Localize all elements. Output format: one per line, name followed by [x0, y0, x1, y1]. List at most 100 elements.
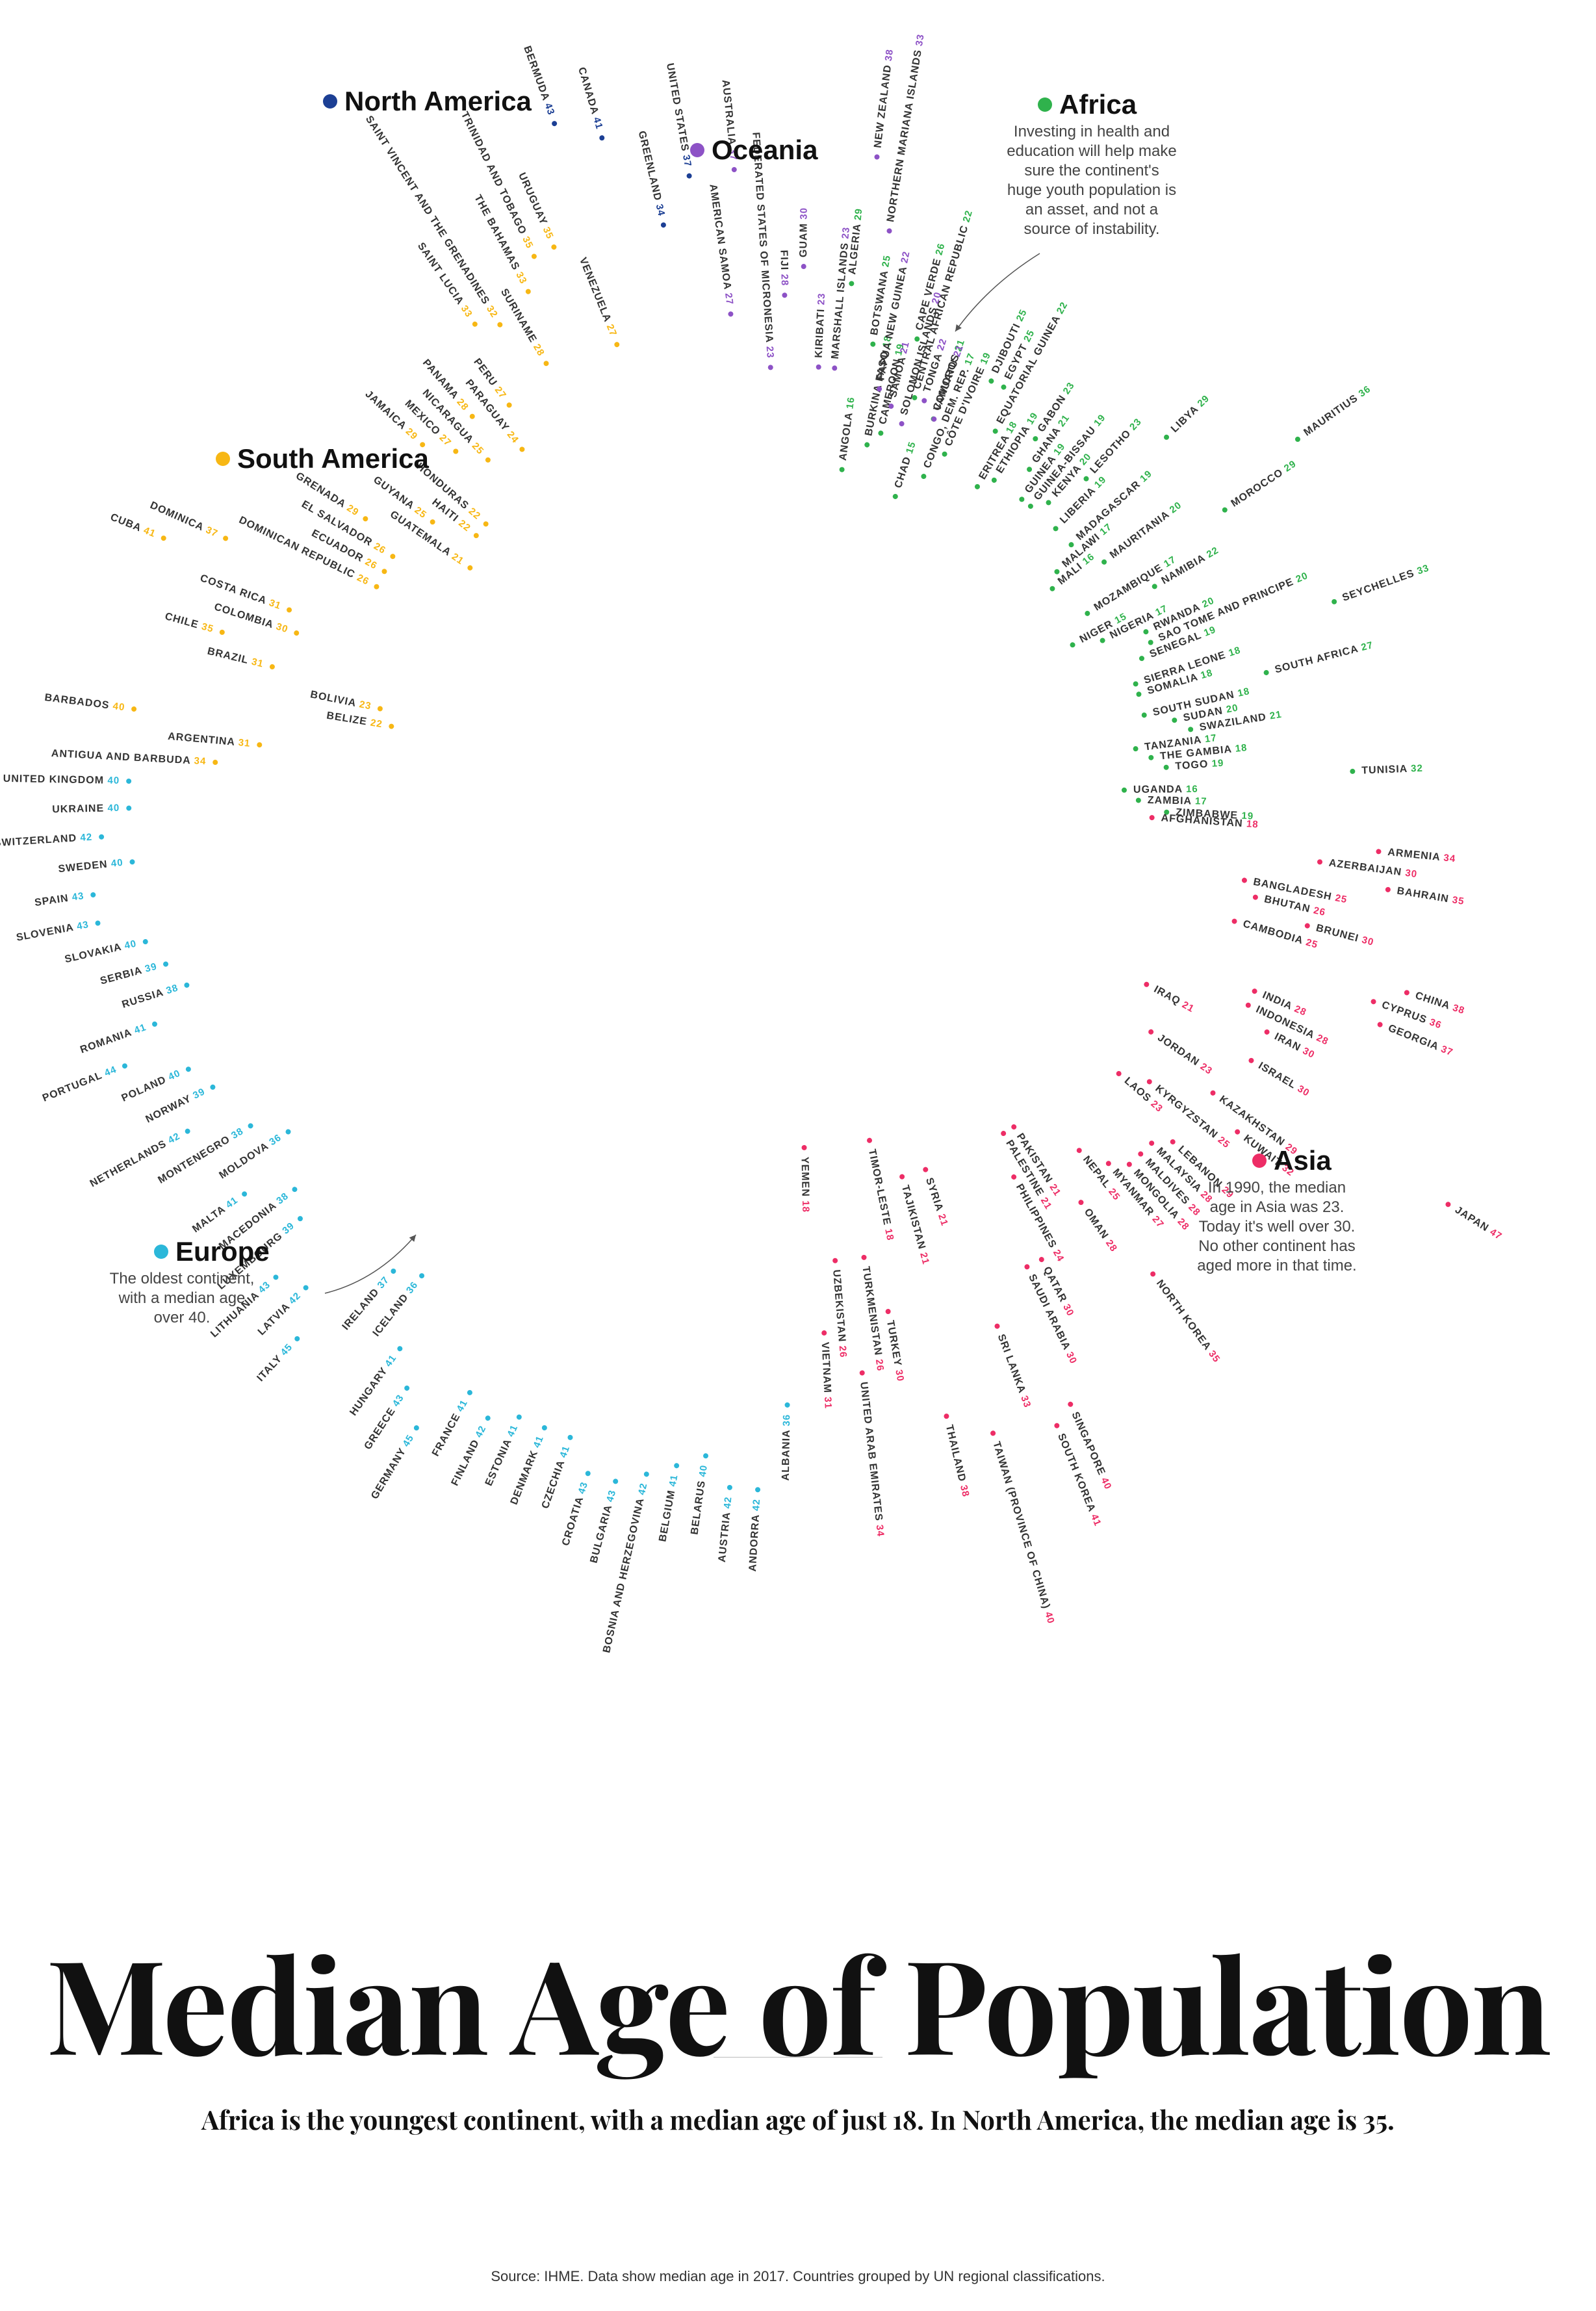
country-name: TAIWAN (PROVINCE OF CHINA) 40 [990, 1440, 1057, 1625]
continent-dot [1252, 1154, 1267, 1168]
country-value: 28 [1315, 1032, 1330, 1047]
country-name: SOUTH KOREA 41 [1055, 1432, 1103, 1528]
country-name: GREECE 43 [362, 1393, 406, 1452]
country-value: 25 [1022, 328, 1037, 344]
country-ray: UNITED KINGDOM 40 [3, 773, 701, 797]
country-value: 41 [142, 525, 157, 540]
country-ray: GERMANY 45 [369, 873, 753, 1501]
country-name: NEW ZEALAND 38 [872, 48, 895, 148]
country-value: 41 [531, 1434, 546, 1450]
country-value: 33 [1415, 562, 1430, 576]
annotation-line: Today it's well over 30. [1199, 1218, 1356, 1235]
country-value: 23 [1061, 380, 1077, 396]
country-value: 21 [918, 1251, 931, 1265]
country-value: 43 [256, 1279, 272, 1295]
country-name: CHAD 15 [893, 440, 919, 489]
country-value: 28 [1103, 1238, 1120, 1254]
country-value: 26 [1313, 905, 1327, 918]
country-value: 26 [933, 242, 947, 256]
country-name: BARBADOS 40 [44, 692, 126, 714]
country-ray: QATAR 30 [838, 877, 1076, 1319]
country-name: THAILAND 38 [944, 1424, 972, 1499]
country-value: 26 [355, 572, 371, 587]
country-value: 18 [800, 1200, 811, 1213]
country-name: MALTA 41 [190, 1194, 240, 1235]
country-ray: NETHERLANDS 42 [88, 835, 715, 1189]
country-value: 29 [1282, 458, 1298, 474]
country-value: 41 [505, 1423, 520, 1439]
country-name: MARSHALL ISLANDS 23 [830, 226, 853, 359]
country-name: BELGIUM 41 [657, 1473, 680, 1542]
country-name: VENEZUELA 27 [577, 256, 619, 338]
country-value: 29 [853, 207, 865, 220]
annotation-arrowhead [955, 324, 962, 331]
country-ray: FEDERATED STATES OF MICRONESIA 23 [750, 132, 797, 696]
country-value: 41 [383, 1352, 399, 1369]
country-name: LATVIA 42 [256, 1290, 303, 1337]
country-name: GEORGIA 37 [1387, 1022, 1455, 1058]
country-name: FRANCE 41 [430, 1398, 470, 1458]
country-value: 30 [798, 207, 809, 220]
country-name: BELARUS 40 [689, 1464, 710, 1536]
country-value: 41 [133, 1022, 148, 1036]
country-value: 20 [1168, 500, 1184, 516]
annotation-line: an asset, and not a [1025, 201, 1159, 218]
country-value: 16 [1186, 784, 1198, 795]
country-value: 19 [978, 350, 993, 366]
country-name: FEDERATED STATES OF MICRONESIA 23 [750, 132, 776, 359]
country-value: 37 [204, 524, 220, 539]
country-ray: EL SALVADOR 26 [300, 498, 717, 748]
country-value: 23 [816, 292, 827, 305]
country-value: 39 [191, 1086, 207, 1102]
country-value: 40 [110, 857, 123, 870]
source-line: Source: IHME. Data show median age in 20… [0, 2268, 1596, 2285]
country-value: 31 [250, 656, 264, 670]
annotation-line: No other continent has [1198, 1237, 1356, 1255]
country-ray: IRELAND 37 [340, 864, 739, 1332]
continent-title: Europe [175, 1236, 270, 1267]
country-value: 35 [1206, 1349, 1222, 1365]
country-value: 31 [238, 737, 251, 749]
country-name: SURINAME 28 [498, 287, 547, 358]
country-name: ITALY 45 [255, 1341, 295, 1384]
country-name: JAPAN 47 [1453, 1204, 1504, 1243]
country-name: IRAQ 21 [1152, 984, 1196, 1015]
country-value: 26 [363, 556, 379, 572]
country-value: 18 [1237, 686, 1251, 699]
country-value: 23 [1198, 1061, 1215, 1077]
country-name: NORWAY 39 [144, 1086, 207, 1125]
country-ray: NIGER 15 [881, 611, 1129, 751]
country-name: ANDORRA 42 [747, 1499, 763, 1572]
country-value: 33 [459, 303, 475, 320]
country-name: ALBANIA 36 [780, 1414, 792, 1481]
country-name: TAJIKISTAN 21 [899, 1184, 932, 1266]
country-value: 23 [764, 346, 776, 359]
country-value: 21 [450, 551, 466, 567]
country-value: 40 [697, 1464, 710, 1478]
country-value: 33 [1018, 1394, 1033, 1409]
country-ray: MOLDOVA 36 [217, 842, 719, 1181]
country-value: 18 [1235, 742, 1248, 755]
continent-title: Africa [1059, 89, 1137, 120]
country-value: 44 [103, 1064, 118, 1079]
country-value: 22 [370, 717, 383, 730]
country-name: BAHRAIN 35 [1396, 885, 1465, 907]
country-value: 40 [107, 803, 120, 814]
country-name: FIJI 28 [778, 250, 790, 286]
country-name: SLOVENIA 43 [16, 919, 90, 944]
country-name: DOMINICA 37 [148, 500, 220, 539]
country-ray: LUXEMBOURG 39 [216, 852, 728, 1292]
country-name: BOLIVIA 23 [309, 689, 372, 712]
country-value: 17 [962, 352, 977, 367]
country-value: 35 [1451, 894, 1465, 907]
continent-title: North America [344, 86, 532, 116]
country-value: 43 [391, 1393, 406, 1409]
country-value: 21 [898, 341, 912, 355]
country-name: POLAND 40 [120, 1068, 182, 1104]
country-value: 40 [123, 938, 138, 951]
annotation-line: sure the continent's [1024, 162, 1159, 179]
country-value: 23 [358, 699, 372, 712]
country-value: 40 [1099, 1476, 1114, 1491]
country-value: 30 [1296, 1083, 1312, 1099]
country-ray: SURINAME 28 [498, 287, 754, 712]
